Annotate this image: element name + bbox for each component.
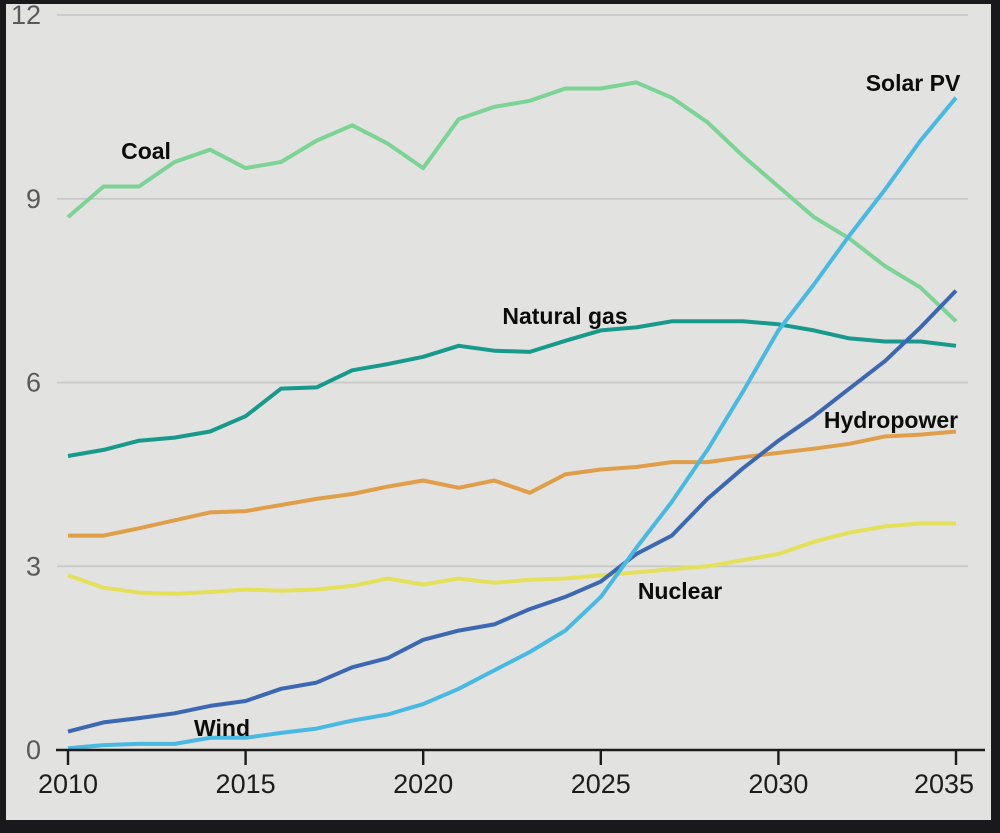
- series-label-nuclear: Nuclear: [638, 578, 722, 604]
- y-axis-label-0: 0: [26, 735, 41, 765]
- series-line-nuclear: [67, 521, 956, 596]
- x-axis-label-2020: 2020: [393, 769, 453, 799]
- x-axis-label-2030: 2030: [748, 769, 808, 799]
- series-label-natural-gas: Natural gas: [502, 303, 627, 329]
- series-label-solar-pv: Solar PV: [866, 70, 961, 96]
- y-axis-label-3: 3: [26, 551, 41, 581]
- x-axis-label-2025: 2025: [571, 769, 631, 799]
- series-line-natural-gas: [67, 319, 957, 458]
- series-line-hydropower: [68, 429, 957, 538]
- x-axis-label-2010: 2010: [38, 769, 98, 799]
- series-label-hydropower: Hydropower: [824, 407, 958, 433]
- x-axis-label-2035: 2035: [914, 769, 974, 799]
- series-label-coal: Coal: [121, 138, 171, 164]
- plot-background: [6, 4, 991, 820]
- series-line-coal: [66, 80, 958, 323]
- series-line-solar-pv: [67, 96, 958, 751]
- series-label-wind: Wind: [194, 715, 250, 741]
- x-axis-label-2015: 2015: [216, 769, 276, 799]
- y-axis-label-9: 9: [26, 184, 41, 214]
- y-axis-label-12: 12: [11, 0, 41, 30]
- series-line-wind: [67, 289, 958, 734]
- y-axis-label-6: 6: [26, 368, 41, 398]
